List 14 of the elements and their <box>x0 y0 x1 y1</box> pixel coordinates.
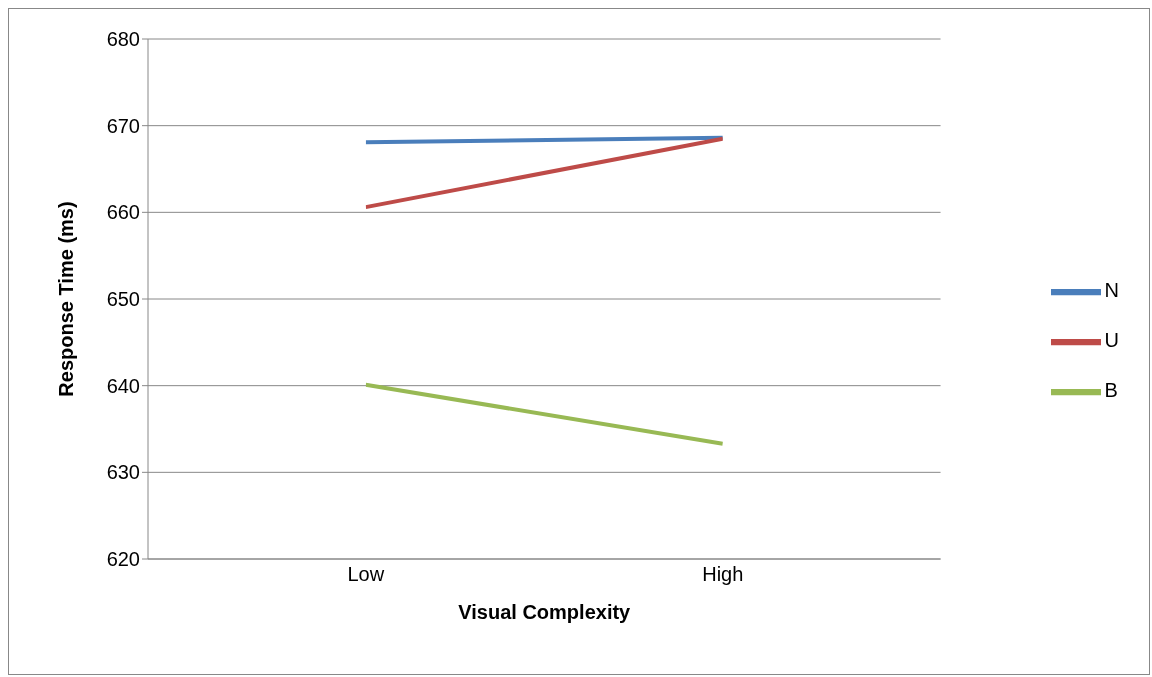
x-tick-label: High <box>702 563 744 586</box>
x-axis-title: Visual Complexity <box>458 601 632 623</box>
y-tick-label: 670 <box>106 114 140 137</box>
legend-label: B <box>1104 378 1118 401</box>
y-tick-label: 620 <box>106 548 140 571</box>
y-axis-title: Response Time (ms) <box>55 201 78 397</box>
y-tick-label: 630 <box>106 461 140 484</box>
legend-label: N <box>1104 278 1119 301</box>
y-tick-label: 650 <box>106 288 140 311</box>
y-tick-label: 660 <box>106 201 140 224</box>
legend-label: U <box>1104 328 1119 351</box>
y-tick-label: 680 <box>106 28 140 51</box>
x-tick-label: Low <box>347 563 385 586</box>
y-tick-label: 640 <box>106 374 140 397</box>
